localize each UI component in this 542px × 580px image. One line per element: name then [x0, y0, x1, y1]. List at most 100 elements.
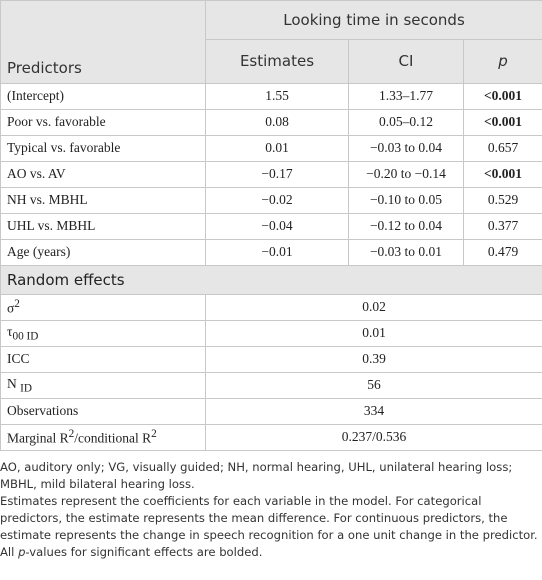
- text: Estimates represent the coefficients for…: [0, 493, 538, 542]
- table-cell: <0.001: [462, 82, 542, 110]
- text: σ: [7, 300, 15, 316]
- table-cell: <0.001: [462, 108, 542, 136]
- random-effect-value: 0.237/0.536: [204, 423, 542, 451]
- text: AO, auditory only; VG, visually guided; …: [0, 459, 513, 491]
- cell-text: 0.01: [265, 140, 289, 155]
- superscript: 2: [151, 427, 157, 440]
- text: ICC: [7, 351, 30, 366]
- subscript: 00 ID: [12, 330, 39, 343]
- table-cell: <0.001: [462, 160, 542, 188]
- cell-text: −0.02: [261, 192, 293, 207]
- footnote: All p-values for significant effects are…: [0, 544, 542, 561]
- random-effect-row: Observations 334: [0, 397, 542, 425]
- table-cell: AO vs. AV: [0, 160, 206, 188]
- footnote: Estimates represent the coefficients for…: [0, 493, 542, 544]
- cell-text: <0.001: [483, 88, 523, 103]
- cell-text: 1.33–1.77: [379, 88, 433, 103]
- table-cell: 1.55: [205, 82, 349, 110]
- table-row: Typical vs. favorable 0.01 −0.03 to 0.04 0.…: [0, 134, 542, 162]
- text: -values for significant effects are bold…: [25, 544, 263, 559]
- table-cell: −0.20 to −0.14: [348, 160, 464, 188]
- cell-text: 0.377: [487, 218, 519, 233]
- cell-text: <0.001: [483, 166, 523, 181]
- footnotes: AO, auditory only; VG, visually guided; …: [0, 451, 542, 561]
- table-cell: Age (years): [0, 238, 206, 266]
- random-effect-label: σ2: [0, 293, 206, 321]
- column-header-text: Estimates: [239, 52, 315, 71]
- column-header: Predictors: [0, 39, 206, 84]
- table-cell: −0.04: [205, 212, 349, 240]
- superscript: 2: [68, 427, 75, 440]
- footnote: AO, auditory only; VG, visually guided; …: [0, 459, 542, 493]
- random-effect-value: 56: [204, 371, 542, 399]
- table-cell: Typical vs. favorable: [0, 134, 206, 162]
- text: Marginal R: [7, 430, 69, 446]
- column-header: Estimates: [205, 39, 349, 84]
- cell-text: −0.04: [261, 218, 293, 233]
- random-effect-label: τ00 ID: [0, 319, 206, 347]
- random-effect-label: N ID: [0, 371, 206, 399]
- header-columns-row: Predictors Estimates CI p: [0, 39, 542, 84]
- random-effect-row: Marginal R2/conditional R2 0.237/0.536: [0, 423, 542, 451]
- random-effect-value: 0.39: [204, 345, 542, 373]
- random-effect-label: Observations: [0, 397, 206, 425]
- results-table: Looking time in seconds Predictors Estima…: [0, 0, 542, 451]
- cell-text: −0.10 to 0.05: [369, 192, 443, 207]
- cell-text: −0.20 to −0.14: [366, 166, 446, 181]
- column-header: CI: [348, 39, 464, 84]
- column-header-text: CI: [398, 52, 414, 71]
- cell-text: 0.05–0.12: [379, 114, 433, 129]
- table-cell: −0.03 to 0.04: [348, 134, 464, 162]
- table-header: Looking time in seconds Predictors Estima…: [0, 0, 542, 84]
- header-group-row: Looking time in seconds: [0, 0, 542, 40]
- cell-text: 0.08: [265, 114, 289, 129]
- cell-text: Typical vs. favorable: [7, 140, 121, 155]
- table-cell: 0.479: [462, 238, 542, 266]
- table-cell: −0.01: [205, 238, 349, 266]
- cell-text: NH vs. MBHL: [7, 192, 88, 207]
- cell-text: −0.01: [261, 244, 293, 259]
- table-cell: 1.33–1.77: [348, 82, 464, 110]
- table-cell: 0.529: [462, 186, 542, 214]
- cell-text: −0.03 to 0.04: [369, 140, 443, 155]
- text: τ: [7, 323, 13, 339]
- table-cell: −0.02: [205, 186, 349, 214]
- random-effect-row: τ00 ID 0.01: [0, 319, 542, 347]
- table-row: UHL vs. MBHL −0.04 −0.12 to 0.04 0.377: [0, 212, 542, 240]
- text: /conditional R: [74, 430, 152, 446]
- text: N: [7, 375, 21, 391]
- random-effect-label: Marginal R2/conditional R2: [0, 423, 206, 451]
- cell-text: 1.55: [265, 88, 289, 103]
- cell-text: −0.17: [261, 166, 293, 181]
- cell-text: −0.03 to 0.01: [369, 244, 443, 259]
- random-effect-value: 0.01: [204, 319, 542, 347]
- subscript: ID: [20, 382, 32, 395]
- superscript: 2: [14, 297, 20, 310]
- section-row: Random effects: [0, 264, 542, 295]
- cell-text: −0.12 to 0.04: [369, 218, 443, 233]
- cell-text: Age (years): [7, 244, 71, 259]
- table-row: Poor vs. favorable 0.08 0.05–0.12 <0.001: [0, 108, 542, 136]
- table-cell: (Intercept): [0, 82, 206, 110]
- section-title: Random effects: [0, 264, 542, 295]
- table-cell: 0.377: [462, 212, 542, 240]
- random-effect-row: σ2 0.02: [0, 293, 542, 321]
- table-cell: UHL vs. MBHL: [0, 212, 206, 240]
- table-row: Age (years) −0.01 −0.03 to 0.01 0.479: [0, 238, 542, 266]
- random-effect-value: 0.02: [204, 293, 542, 321]
- table-cell: −0.12 to 0.04: [348, 212, 464, 240]
- column-header: p: [462, 39, 542, 84]
- table-row: AO vs. AV −0.17 −0.20 to −0.14 <0.001: [0, 160, 542, 188]
- table-cell: 0.08: [205, 108, 349, 136]
- table-row: NH vs. MBHL −0.02 −0.10 to 0.05 0.529: [0, 186, 542, 214]
- column-header-text: p: [498, 52, 508, 71]
- cell-text: 0.657: [487, 140, 519, 155]
- table-cell: 0.01: [205, 134, 349, 162]
- table-cell: NH vs. MBHL: [0, 186, 206, 214]
- text: All: [0, 544, 19, 559]
- cell-text: Poor vs. favorable: [7, 114, 106, 129]
- text: Observations: [7, 403, 79, 418]
- cell-text: 0.529: [487, 192, 519, 207]
- header-empty: [0, 0, 206, 40]
